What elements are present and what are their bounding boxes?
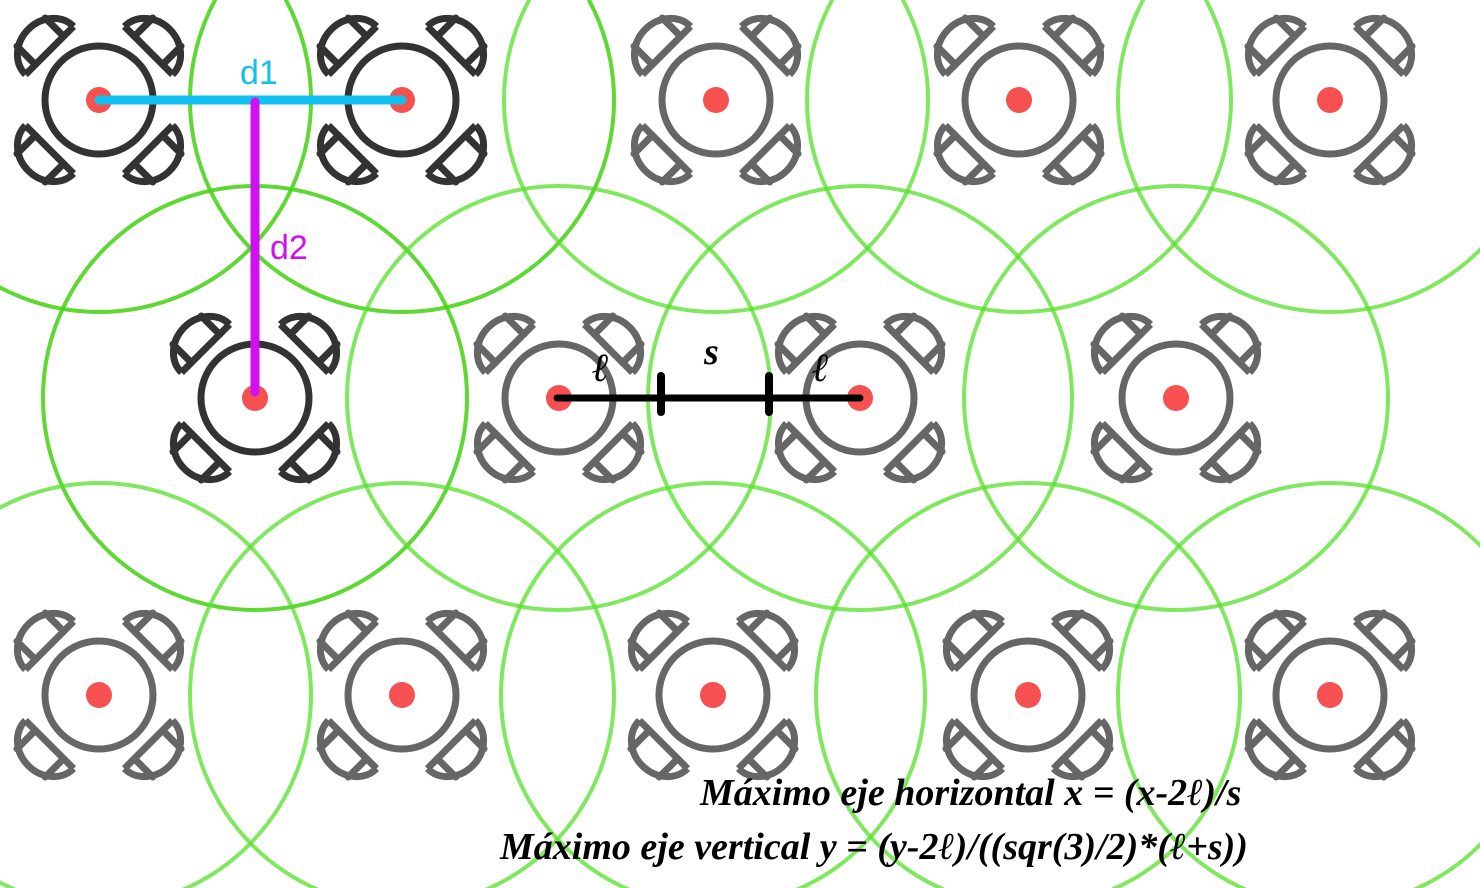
d1-label: d1	[240, 54, 278, 92]
drone-center-dot	[700, 682, 726, 708]
coverage-circle	[499, 481, 927, 888]
formula-horizontal: Máximo eje horizontal x = (x-2ℓ)/s	[700, 772, 1242, 814]
drone-center-dot	[1163, 385, 1189, 411]
drone-center-dot	[242, 385, 268, 411]
l-label-right: ℓ	[812, 345, 829, 390]
coverage-circle	[0, 0, 313, 314]
coverage-circle	[1116, 481, 1480, 888]
drone-center-dot	[1317, 682, 1343, 708]
formula-vertical: Máximo eje vertical y = (y-2ℓ)/((sqr(3)/…	[500, 826, 1248, 868]
d2-label: d2	[270, 229, 308, 267]
drone-center-dot	[703, 87, 729, 113]
coverage-circle	[814, 481, 1242, 888]
coverage-circle	[805, 0, 1233, 314]
drone-center-dot	[86, 682, 112, 708]
coverage-circle	[0, 481, 313, 888]
center-dots	[86, 87, 1343, 708]
s-label: s	[703, 331, 719, 373]
coverage-circle	[1116, 0, 1480, 314]
drone-center-dot	[1015, 682, 1041, 708]
l-label-left: ℓ	[592, 345, 609, 390]
drone-center-dot	[1006, 87, 1032, 113]
drone-center-dot	[389, 682, 415, 708]
spacing-measurement: ℓ s ℓ	[553, 331, 864, 416]
coverage-circle	[502, 0, 930, 314]
coverage-circle	[962, 184, 1390, 612]
coverage-circle	[188, 481, 616, 888]
drone-center-dot	[1317, 87, 1343, 113]
